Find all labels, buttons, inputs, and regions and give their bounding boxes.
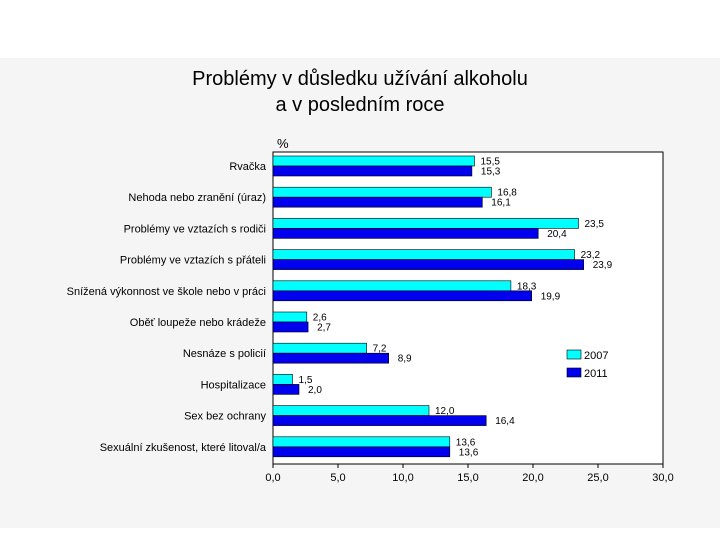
x-axis: 0,0 5,0 10,0 15,0 20,0 25,0 30,0: [265, 464, 674, 484]
category-label: Problémy ve vztazích s přáteli: [120, 255, 266, 267]
data-label-2011: 23,9: [593, 260, 613, 271]
data-label-2011: 16,4: [495, 416, 515, 427]
category-label: Sexuální zkušenost, které litoval/a: [100, 442, 267, 454]
bar-2007: [272, 218, 579, 229]
data-label-2007: 23,5: [585, 219, 605, 230]
chart-title: Problémy v důsledku užívání alkoholu a v…: [120, 66, 600, 118]
bar-2007: [272, 311, 308, 323]
bar-2007: [272, 436, 451, 448]
legend-label-2007: 2007: [584, 350, 608, 362]
category-label: Snížená výkonnost ve škole nebo v práci: [67, 286, 266, 298]
data-label-2011: 20,4: [547, 229, 567, 240]
bar-2007: [272, 249, 575, 260]
bar-2011: [272, 352, 389, 364]
chart-title-line-2: a v posledním roce: [275, 94, 445, 116]
data-label-2011: 8,9: [398, 354, 412, 365]
data-label-2011: 13,6: [459, 447, 479, 458]
data-label-2007: 23,2: [581, 250, 601, 261]
category-label: Problémy ve vztazích s rodiči: [124, 223, 266, 235]
bar-2007: [272, 280, 512, 292]
legend-label-2011: 2011: [584, 368, 608, 380]
x-tick-label: 30,0: [652, 472, 673, 484]
bar-2011: [272, 446, 451, 458]
category-label: Hospitalizace: [201, 379, 266, 391]
data-label-2007: 7,2: [373, 344, 387, 355]
x-tick-label: 15,0: [457, 472, 478, 484]
bar-2011: [272, 165, 473, 177]
bars-layer: Rvačka 15,515,3 Nehoda nebo zranění (úraz)…: [67, 155, 613, 458]
category-label: Sex bez ochrany: [184, 411, 266, 423]
bar-2011: [272, 290, 533, 302]
data-label-2011: 19,9: [541, 291, 561, 302]
category-label: Oběť loupeže nebo krádeže: [130, 317, 266, 329]
y-axis-label: %: [277, 136, 289, 151]
data-label-2007: 15,5: [481, 157, 501, 168]
data-label-2011: 2,0: [308, 385, 322, 396]
bar-2007: [272, 374, 293, 385]
x-tick-label: 5,0: [330, 472, 345, 484]
x-tick-label: 0,0: [265, 472, 280, 484]
data-label-2007: 12,0: [435, 406, 455, 417]
bar-2007: [272, 155, 475, 167]
legend: 2007 2011: [566, 349, 608, 380]
x-tick-label: 10,0: [392, 472, 413, 484]
category-label: Rvačka: [229, 161, 267, 173]
bar-2011: [272, 196, 483, 208]
x-tick-label: 20,0: [522, 472, 543, 484]
chart-title-line-1: Problémy v důsledku užívání alkoholu: [192, 68, 528, 90]
data-label-2011: 2,7: [317, 323, 331, 334]
bar-2007: [272, 405, 430, 416]
data-label-2011: 16,1: [491, 198, 511, 209]
bar-2007: [272, 342, 367, 354]
legend-swatch-2007: [566, 349, 582, 360]
bar-2011: [272, 321, 309, 333]
data-label-2011: 15,3: [481, 167, 501, 178]
data-label-2007: 16,8: [497, 188, 517, 199]
data-label-2007: 13,6: [456, 437, 476, 448]
bar-2011: [272, 259, 585, 270]
bar-2011: [272, 228, 539, 239]
data-label-2007: 2,6: [313, 313, 327, 324]
category-label: Nesnáze s policií: [183, 348, 266, 360]
data-label-2007: 18,3: [517, 281, 537, 292]
x-tick-label: 25,0: [587, 472, 608, 484]
category-label: Nehoda nebo zranění (úraz): [128, 192, 266, 204]
bar-2011: [272, 384, 300, 395]
legend-swatch-2011: [566, 367, 582, 378]
bar-2011: [272, 415, 487, 426]
bar-2007: [272, 186, 492, 198]
data-label-2007: 1,5: [299, 375, 313, 386]
